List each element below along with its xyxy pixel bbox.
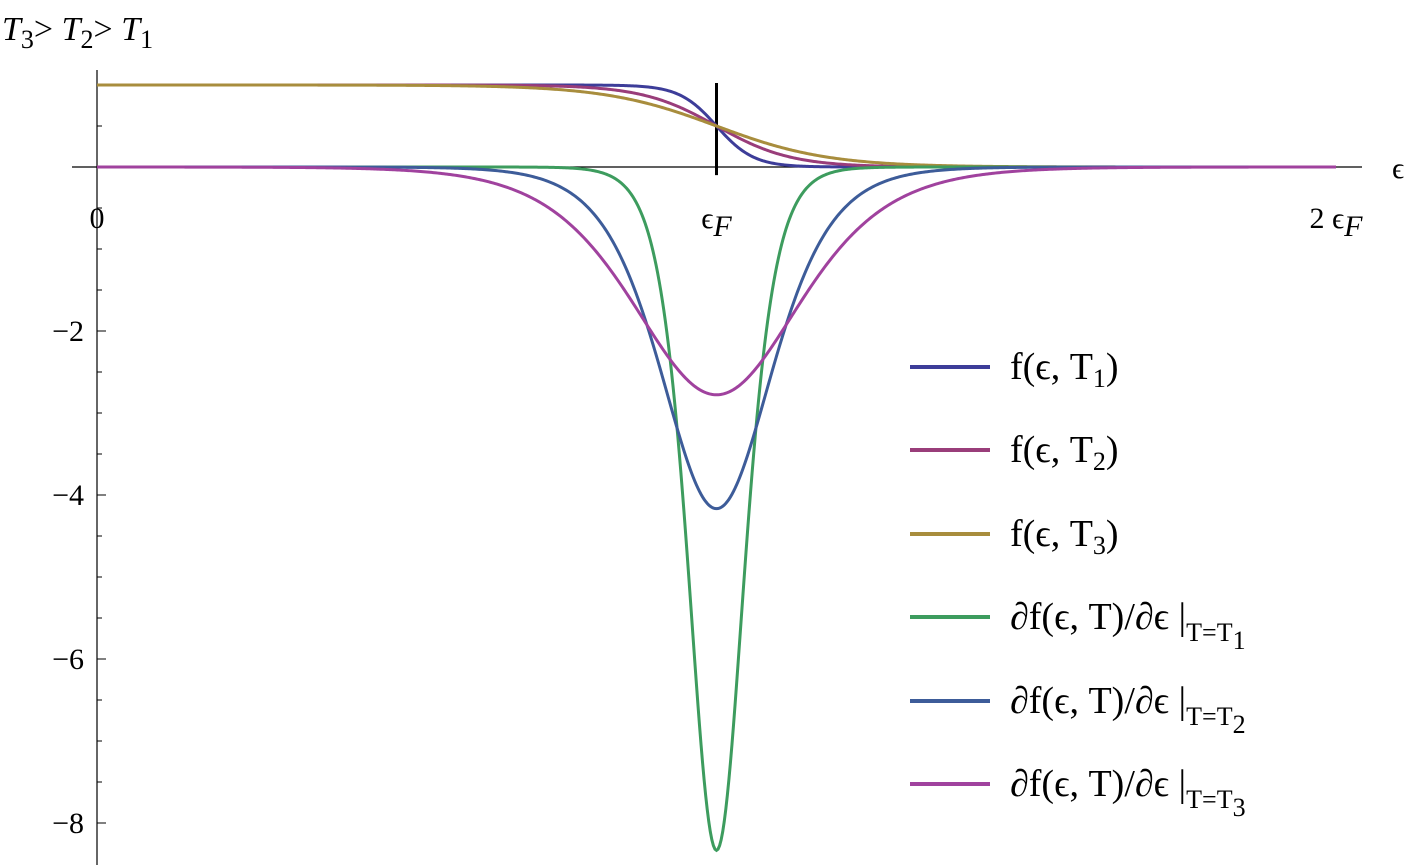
x-axis-label: ϵ: [1392, 152, 1404, 185]
legend: f(ϵ, T1) f(ϵ, T2) f(ϵ, T3) ∂f(ϵ, T)/∂ϵ |T=T…: [910, 346, 1246, 822]
series-layer: [97, 83, 1336, 853]
y-tick-label: −2: [52, 315, 84, 348]
series-line-6: [97, 165, 1336, 397]
y-tick-label: −4: [52, 479, 84, 512]
legend-label-1: f(ϵ, T1): [1010, 346, 1119, 393]
y-tick-label: −6: [52, 643, 84, 676]
temperature-order-label: T3> T2> T1: [2, 11, 153, 54]
legend-label-2: f(ϵ, T2): [1010, 429, 1119, 476]
axes: −2 −4 −6 −8 0 ϵF 2 ϵF ϵ: [52, 70, 1404, 865]
legend-label-3: f(ϵ, T3): [1010, 513, 1119, 560]
legend-label-6: ∂f(ϵ, T)/∂ϵ |T=T3: [1010, 763, 1246, 822]
x-tick-label: ϵF: [701, 202, 732, 243]
x-tick-label: 2 ϵF: [1310, 202, 1364, 243]
x-tick-label: 0: [90, 202, 105, 235]
y-tick-label: −8: [52, 807, 84, 840]
legend-label-5: ∂f(ϵ, T)/∂ϵ |T=T2: [1010, 680, 1246, 739]
annotation: T3> T2> T1: [2, 11, 153, 54]
legend-label-4: ∂f(ϵ, T)/∂ϵ |T=T1: [1010, 596, 1246, 655]
